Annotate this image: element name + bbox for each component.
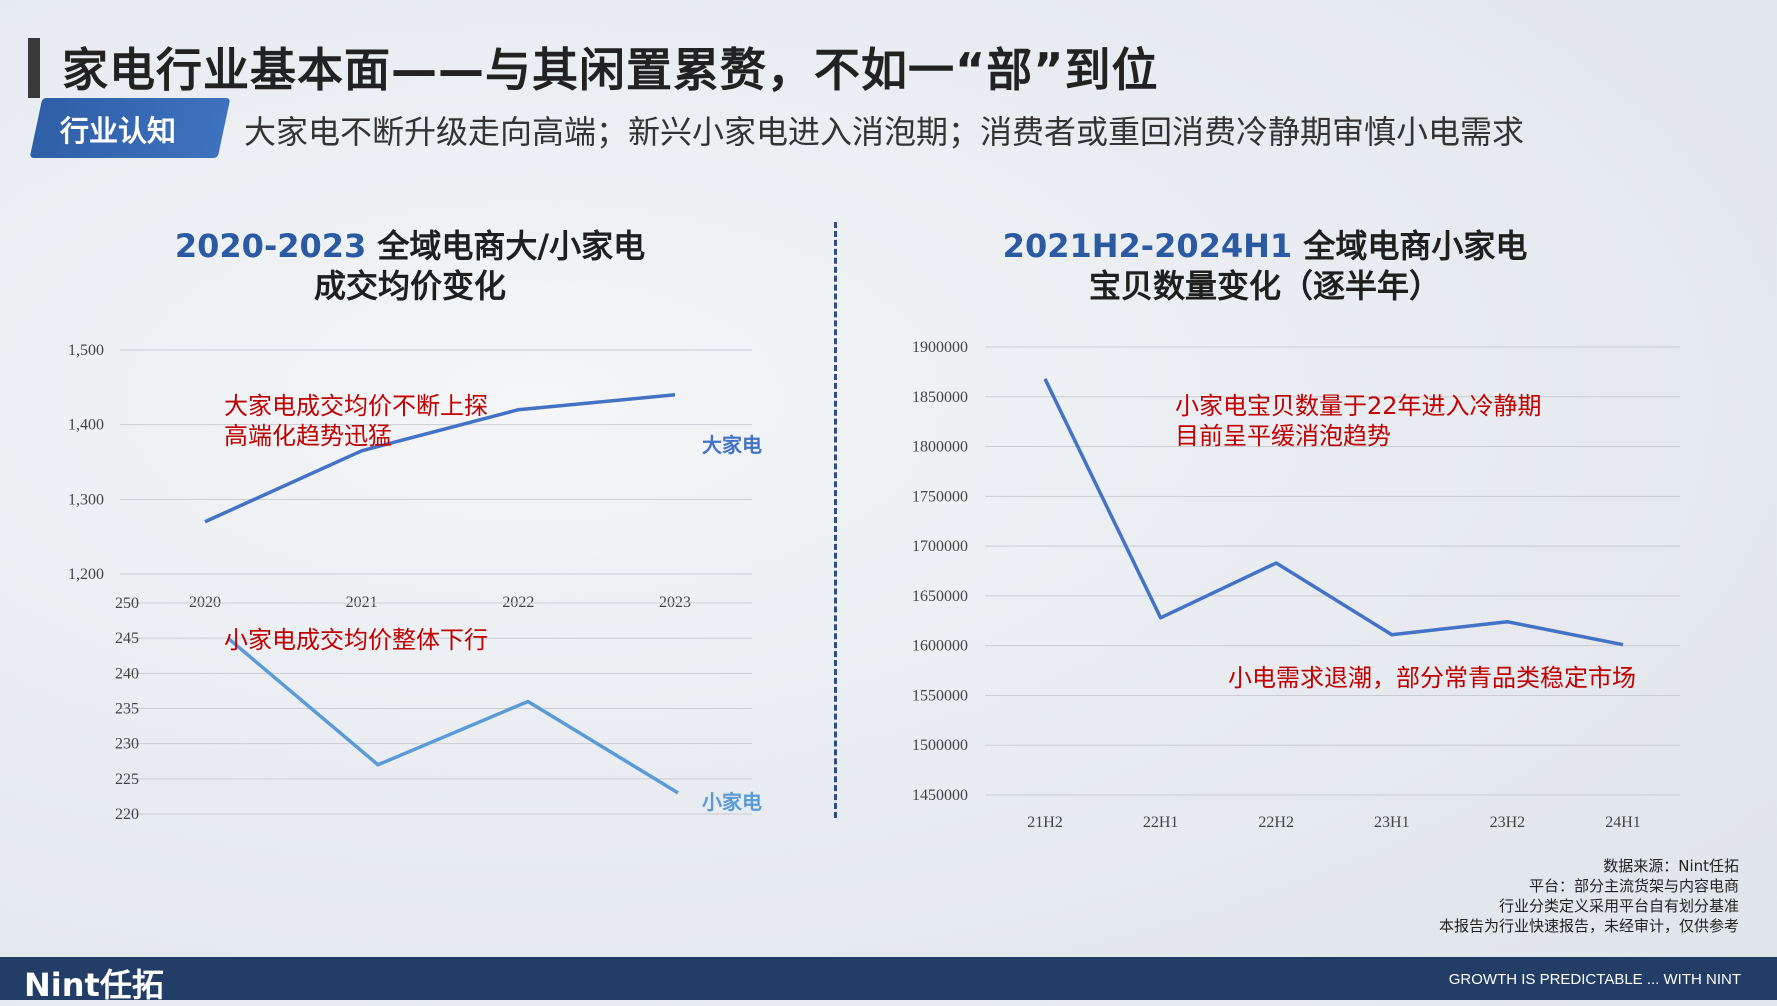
big-appliance-annotation: 大家电成交均价不断上探 xyxy=(224,392,488,420)
item-count-annotation-top: 小家电宝贝数量于22年进入冷静期 xyxy=(1175,392,1542,420)
big-appliance-ytick-label: 1,200 xyxy=(68,566,104,583)
source-line-2: 平台：部分主流货架与内容电商 xyxy=(1439,876,1739,896)
item-count-ytick-label: 1750000 xyxy=(912,488,968,505)
item-count-xtick-label: 23H1 xyxy=(1374,814,1410,831)
item-count-annotation-top: 目前呈平缓消泡趋势 xyxy=(1175,422,1391,450)
item-count-xtick-label: 21H2 xyxy=(1027,814,1063,831)
item-count-ytick-label: 1800000 xyxy=(912,439,968,456)
small-appliance-ytick-label: 230 xyxy=(115,736,139,753)
item-count-ytick-label: 1650000 xyxy=(912,588,968,605)
item-count-ytick-label: 1850000 xyxy=(912,389,968,406)
small-appliance-ytick-label: 220 xyxy=(115,806,139,823)
item-count-ytick-label: 1500000 xyxy=(912,737,968,754)
big-appliance-ytick-label: 1,300 xyxy=(68,491,104,508)
item-count-xtick-label: 22H2 xyxy=(1258,814,1294,831)
small-appliance-ytick-label: 225 xyxy=(115,771,139,788)
source-line-1: 数据来源：Nint任拓 xyxy=(1439,856,1739,876)
item-count-annotation-bottom: 小电需求退潮，部分常青品类稳定市场 xyxy=(1228,664,1636,692)
big-appliance-annotation: 高端化趋势迅猛 xyxy=(224,422,392,450)
big-appliance-ytick-label: 1,400 xyxy=(68,417,104,434)
small-appliance-series-label: 小家电 xyxy=(702,790,762,814)
nint-logo: Nint任拓 xyxy=(24,960,164,1006)
item-count-ytick-label: 1700000 xyxy=(912,538,968,555)
small-appliance-ytick-label: 245 xyxy=(115,630,139,647)
small-appliance-ytick-label: 240 xyxy=(115,665,139,682)
item-count-ytick-label: 1900000 xyxy=(912,339,968,356)
item-count-ytick-label: 1450000 xyxy=(912,787,968,804)
small-appliance-ytick-label: 250 xyxy=(115,595,139,612)
item-count-xtick-label: 24H1 xyxy=(1605,814,1641,831)
small-appliance-series-line xyxy=(228,638,678,793)
source-line-4: 本报告为行业快速报告，未经审计，仅供参考 xyxy=(1439,916,1739,936)
small-appliance-ytick-label: 235 xyxy=(115,701,139,718)
small-appliance-annotation: 小家电成交均价整体下行 xyxy=(224,626,488,654)
big-appliance-series-label: 大家电 xyxy=(702,433,762,457)
item-count-xtick-label: 22H1 xyxy=(1143,814,1179,831)
item-count-ytick-label: 1550000 xyxy=(912,687,968,704)
big-appliance-ytick-label: 1,500 xyxy=(68,342,104,359)
source-notes: 数据来源：Nint任拓 平台：部分主流货架与内容电商 行业分类定义采用平台自有划… xyxy=(1439,856,1739,936)
item-count-ytick-label: 1600000 xyxy=(912,638,968,655)
source-line-3: 行业分类定义采用平台自有划分基准 xyxy=(1439,896,1739,916)
footer-slogan: GROWTH IS PREDICTABLE ... WITH NINT xyxy=(1449,971,1741,988)
item-count-xtick-label: 23H2 xyxy=(1490,814,1526,831)
